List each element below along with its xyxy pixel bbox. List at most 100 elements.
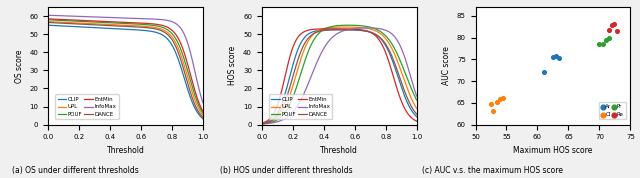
CLIP: [385, 51, 393, 53]
CLIP: [118, 28, 126, 30]
UPL: [410, 101, 417, 103]
Legend: CLIP, UPL, POUF, EntMin, InfoMax, DANCE: CLIP, UPL, POUF, EntMin, InfoMax, DANCE: [269, 95, 332, 119]
InfoMax: [118, 17, 126, 19]
EntMin: [330, 28, 337, 30]
Ar: [551, 54, 561, 57]
UPL: [118, 24, 125, 26]
POUF: [410, 92, 417, 94]
CLIP: [332, 29, 339, 31]
X-axis label: Maximum HOS score: Maximum HOS score: [513, 146, 593, 155]
InfoMax: [44, 14, 52, 16]
DANCE: [351, 29, 358, 31]
InfoMax: [385, 31, 393, 33]
CLIP: [335, 29, 342, 31]
EntMin: [385, 61, 393, 63]
EntMin: [136, 22, 144, 24]
UPL: [171, 40, 179, 43]
InfoMax: [332, 33, 340, 35]
UPL: [44, 20, 52, 23]
DANCE: [136, 26, 144, 28]
X-axis label: Threshold: Threshold: [106, 146, 145, 155]
Pr: [595, 43, 605, 46]
Re: [612, 30, 622, 32]
X-axis label: Threshold: Threshold: [320, 146, 358, 155]
Ar: [538, 71, 548, 74]
DANCE: [410, 109, 417, 111]
POUF: [171, 36, 179, 39]
EntMin: [332, 28, 339, 30]
Y-axis label: HOS score: HOS score: [228, 46, 237, 85]
CLIP: [410, 112, 417, 114]
UPL: [332, 26, 339, 28]
Re: [604, 28, 614, 31]
CLIP: [332, 29, 340, 31]
CLIP: [136, 29, 144, 31]
Line: EntMin: EntMin: [262, 29, 417, 123]
UPL: [136, 25, 144, 27]
Cl: [492, 101, 502, 103]
EntMin: [195, 102, 203, 104]
POUF: [332, 25, 339, 27]
POUF: [128, 23, 136, 25]
InfoMax: [413, 95, 420, 97]
Ar: [554, 57, 564, 60]
UPL: [195, 109, 203, 111]
POUF: [258, 123, 266, 125]
DANCE: [413, 113, 420, 115]
EntMin: [199, 110, 207, 112]
InfoMax: [410, 84, 417, 87]
Line: UPL: UPL: [48, 22, 203, 115]
DANCE: [342, 29, 349, 31]
Legend: Ar, Cl, Pr, Re: Ar, Cl, Pr, Re: [599, 102, 626, 119]
CLIP: [44, 24, 52, 26]
DANCE: [332, 29, 340, 31]
Cl: [499, 97, 509, 100]
Pr: [597, 43, 607, 46]
CLIP: [199, 118, 207, 120]
Line: InfoMax: InfoMax: [262, 28, 417, 124]
CLIP: [195, 114, 203, 116]
POUF: [195, 105, 203, 107]
POUF: [351, 24, 358, 26]
Text: (c) AUC v.s. the maximum HOS score: (c) AUC v.s. the maximum HOS score: [422, 166, 563, 175]
POUF: [199, 112, 207, 114]
DANCE: [171, 44, 179, 46]
POUF: [342, 24, 349, 26]
InfoMax: [195, 89, 203, 91]
InfoMax: [332, 34, 339, 36]
CLIP: [118, 28, 125, 30]
EntMin: [351, 28, 358, 30]
CLIP: [128, 28, 136, 31]
UPL: [118, 24, 126, 26]
EntMin: [333, 28, 340, 30]
UPL: [385, 42, 393, 44]
CLIP: [342, 29, 349, 31]
UPL: [332, 26, 340, 28]
InfoMax: [199, 102, 207, 104]
InfoMax: [258, 123, 266, 125]
EntMin: [342, 28, 349, 30]
Cl: [495, 98, 506, 101]
Re: [607, 23, 617, 26]
Y-axis label: AUC score: AUC score: [442, 46, 451, 85]
UPL: [199, 114, 207, 116]
EntMin: [118, 21, 126, 23]
Line: EntMin: EntMin: [48, 19, 203, 111]
Re: [609, 22, 619, 25]
DANCE: [199, 116, 207, 119]
InfoMax: [118, 17, 125, 19]
Line: UPL: UPL: [262, 27, 417, 124]
EntMin: [258, 122, 266, 124]
Cl: [486, 102, 496, 105]
Line: DANCE: DANCE: [262, 30, 417, 124]
DANCE: [258, 123, 266, 125]
DANCE: [128, 26, 136, 28]
InfoMax: [136, 17, 144, 20]
CLIP: [351, 29, 358, 31]
Text: (b) HOS under different thresholds: (b) HOS under different thresholds: [220, 166, 353, 175]
POUF: [344, 24, 352, 26]
InfoMax: [364, 27, 371, 29]
InfoMax: [171, 22, 179, 24]
CLIP: [171, 50, 179, 52]
CLIP: [258, 122, 266, 125]
